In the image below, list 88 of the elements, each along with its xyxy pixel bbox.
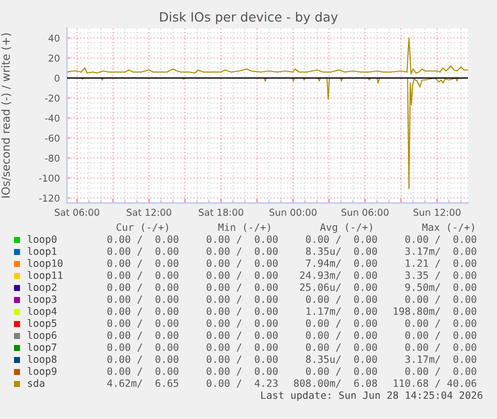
legend-label: loop11 [28,271,62,281]
legend-label: loop9 [28,367,56,377]
text: 0.00 / 0.00 [206,319,278,328]
text: 0.00 / 0.00 [206,307,278,316]
text: 0.00 / 0.00 [107,259,178,268]
legend-label: loop7 [28,343,56,353]
text: 0.00 / 0.00 [107,295,178,304]
x-tick-label: Sun 06:00 [342,208,388,216]
y-tick-label: 20 [48,54,60,62]
text: 0.00 / 0.00 [206,367,278,376]
text: 0.00 / 0.00 [405,295,476,304]
text: 0.00 / 0.00 [107,283,178,292]
y-tick-label: -60 [45,134,60,142]
legend-label: loop1 [28,247,56,257]
y-tick-label: -40 [45,114,60,122]
text: 0.00 / 4.23 [206,379,278,388]
text: 25.06u/ 0.00 [300,283,377,292]
legend-label: loop10 [28,259,62,269]
x-tick-label: Sat 18:00 [198,208,244,216]
text: 0.00 / 0.00 [405,367,476,376]
text: 0.00 / 0.00 [306,319,377,328]
legend-label: loop2 [28,283,56,293]
text: 8.35u/ 0.00 [306,247,377,256]
y-tick-label: -20 [45,94,60,102]
text: Cur (-/+) [116,223,168,232]
text: 0.00 / 0.00 [405,343,476,352]
text: 0.00 / 0.00 [107,355,178,364]
text: 0.00 / 0.00 [107,343,178,352]
line-series [67,37,468,75]
legend-label: loop5 [28,319,56,329]
text: 7.94m/ 0.00 [306,259,377,268]
text: 0.00 / 0.00 [206,295,278,304]
text: 110.68 / 40.06 [394,379,476,388]
legend-label: loop8 [28,355,56,365]
y-tick-label: 40 [48,34,60,42]
legend-label: loop0 [28,235,56,245]
text: 0.00 / 0.00 [306,235,377,244]
text: 0.00 / 0.00 [306,295,377,304]
legend-label: loop4 [28,307,57,317]
y-tick-label: 0 [54,74,60,82]
text: Min (-/+) [218,223,270,232]
text: 9.50m/ 0.00 [405,283,476,292]
y-tick-label: -80 [45,154,60,162]
legend-label: loop6 [28,331,56,341]
text: 0.00 / 0.00 [206,343,278,352]
text: 0.00 / 0.00 [107,367,178,376]
legend-label: sda [28,379,44,387]
y-axis-title: IOs/second read (-) / write (+) [1,33,12,198]
text: 0.00 / 0.00 [206,235,278,244]
text: 0.00 / 0.00 [107,271,178,280]
text: 0.00 / 0.00 [306,331,377,340]
text: 198.80m/ 0.00 [394,307,476,316]
text: 0.00 / 0.00 [107,235,178,244]
text: 24.93m/ 0.00 [300,271,377,280]
text: 0.00 / 0.00 [405,319,476,328]
text: 3.17m/ 0.00 [405,247,476,256]
y-tick-label: -100 [39,174,60,182]
text: 0.00 / 0.00 [107,247,178,256]
text: 0.00 / 0.00 [306,343,377,352]
text: 1.21 / 0.00 [406,259,476,268]
text: 3.17m/ 0.00 [405,355,476,364]
text: 0.00 / 0.00 [206,331,278,340]
text: 0.00 / 0.00 [405,235,476,244]
text: 0.00 / 0.00 [206,259,278,268]
text: 808.00m/ 6.08 [294,379,377,388]
text: 0.00 / 0.00 [206,283,278,292]
text: 4.62m/ 6.65 [107,379,178,388]
text: 0.00 / 0.00 [405,331,476,340]
text: 0.00 / 0.00 [206,271,278,280]
text: 1.17m/ 0.00 [306,307,377,316]
text: 0.00 / 0.00 [107,319,178,328]
text: Max (-/+) [422,223,474,232]
text: Last update: Sun Jun 28 14:25:04 2026 [261,391,482,401]
text: Avg (-/+) [320,223,372,233]
x-tick-label: Sat 12:00 [126,208,172,216]
text: 0.00 / 0.00 [206,247,278,256]
x-tick-label: Sun 12:00 [414,208,460,216]
legend-label: loop3 [28,295,56,305]
text: 0.00 / 0.00 [206,355,278,364]
text: 0.00 / 0.00 [107,331,178,340]
text: 0.00 / 0.00 [306,367,377,376]
x-tick-label: Sat 06:00 [54,208,100,216]
y-tick-label: -120 [39,194,60,202]
text: 0.00 / 0.00 [107,307,178,316]
x-tick-label: Sun 00:00 [270,208,316,216]
chart-title: Disk IOs per device - by day [160,12,338,24]
text: 8.35u/ 0.00 [306,355,377,364]
text: 3.35 / 0.00 [405,271,476,280]
